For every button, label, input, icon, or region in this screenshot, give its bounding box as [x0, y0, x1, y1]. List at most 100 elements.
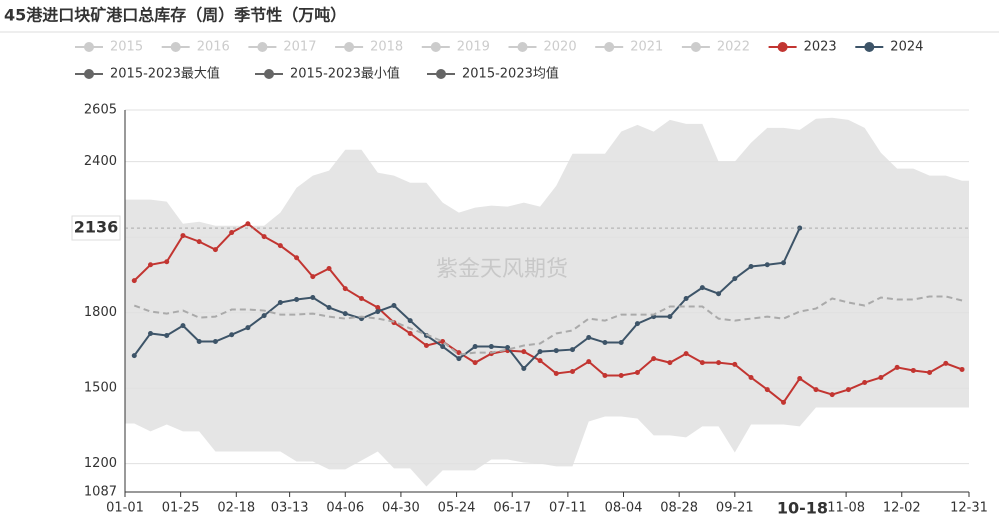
- point: [716, 291, 722, 297]
- point: [699, 360, 705, 366]
- point: [634, 369, 640, 375]
- x-tick-label: 12-02: [883, 501, 921, 516]
- series-line: [133, 222, 963, 404]
- point: [781, 399, 787, 405]
- point: [781, 260, 787, 266]
- point: [764, 262, 770, 268]
- point: [618, 340, 624, 346]
- y-tick-label: 1500: [84, 381, 117, 396]
- legend-label: 2016: [197, 40, 230, 55]
- x-tick-label: 04-30: [382, 501, 420, 516]
- point: [375, 309, 381, 315]
- legend-label: 2015-2023最小值: [290, 66, 400, 82]
- point: [294, 255, 300, 261]
- point: [245, 325, 251, 331]
- point: [310, 294, 316, 300]
- point: [131, 278, 137, 284]
- point: [359, 295, 365, 301]
- point: [732, 361, 738, 367]
- point: [878, 375, 884, 381]
- point: [570, 347, 576, 353]
- mean-line: [133, 295, 963, 356]
- point: [521, 349, 527, 355]
- point: [391, 303, 397, 309]
- y-tick-label: 2400: [84, 154, 117, 169]
- point: [180, 323, 186, 329]
- legend-icon: [436, 69, 446, 79]
- y-tick-label: 2605: [84, 103, 117, 118]
- point: [537, 349, 543, 355]
- legend-icon: [777, 42, 788, 52]
- point: [310, 274, 316, 280]
- x-tick-label: 12-31: [950, 501, 988, 516]
- point: [245, 221, 251, 227]
- x-tick-label: 06-17: [493, 501, 531, 516]
- point: [748, 375, 754, 381]
- point: [277, 300, 283, 306]
- point: [732, 276, 738, 282]
- legend-label: 2019: [457, 40, 490, 55]
- point: [212, 339, 218, 345]
- point: [472, 360, 478, 366]
- legend-icon: [864, 42, 875, 52]
- x-tick-label: 02-18: [217, 501, 255, 516]
- x-tick-label: 08-28: [660, 501, 698, 516]
- legend-label: 2015: [110, 40, 143, 55]
- x-tick-label: 05-24: [438, 501, 476, 516]
- pointer-y-box: [71, 215, 121, 241]
- watermark: 紫金天风期货: [436, 257, 568, 282]
- legend-label: 2015-2023均值: [462, 66, 559, 82]
- x-tick-label: 01-25: [162, 501, 200, 516]
- legend-icon: [604, 42, 615, 52]
- point: [716, 360, 722, 366]
- point: [180, 233, 186, 239]
- point: [277, 243, 283, 249]
- pointer-x-label: 10-18: [777, 499, 828, 518]
- point: [553, 348, 559, 354]
- point: [862, 380, 868, 386]
- series-line: [133, 227, 801, 370]
- point: [602, 340, 608, 346]
- point: [570, 368, 576, 374]
- point: [229, 332, 235, 338]
- point: [423, 343, 429, 349]
- point: [651, 356, 657, 362]
- point: [894, 364, 900, 370]
- x-tick-label: 09-21: [716, 501, 754, 516]
- point: [342, 286, 348, 292]
- legend-icon: [170, 42, 181, 52]
- point: [943, 360, 949, 366]
- legend-icon: [517, 42, 528, 52]
- legend-icon: [344, 42, 355, 52]
- point: [261, 313, 267, 319]
- y-tick-label: 1087: [84, 485, 117, 500]
- x-tick-label: 08-04: [605, 501, 643, 516]
- x-tick-label: 11-08: [827, 501, 865, 516]
- point: [196, 239, 202, 245]
- area-min: [125, 407, 969, 492]
- point: [959, 366, 965, 372]
- legend-icon: [264, 69, 274, 79]
- point: [294, 296, 300, 302]
- point: [667, 360, 673, 366]
- point: [521, 365, 527, 371]
- x-tick-label: 04-06: [326, 501, 364, 516]
- point: [488, 344, 494, 350]
- point: [148, 262, 154, 268]
- point: [326, 266, 332, 272]
- point: [505, 345, 511, 351]
- point: [472, 344, 478, 350]
- point: [748, 264, 754, 270]
- point: [440, 344, 446, 350]
- point: [537, 358, 543, 364]
- area-max: [125, 117, 969, 492]
- point: [407, 330, 413, 336]
- pointer-x-box: [776, 498, 829, 520]
- pointer-y-label: 2136: [74, 218, 119, 237]
- x-tick-label: 03-13: [271, 501, 309, 516]
- legend-label: 2024: [890, 40, 923, 55]
- legend-label: 2021: [630, 40, 663, 55]
- legend-label: 2020: [544, 40, 577, 55]
- point: [667, 314, 673, 320]
